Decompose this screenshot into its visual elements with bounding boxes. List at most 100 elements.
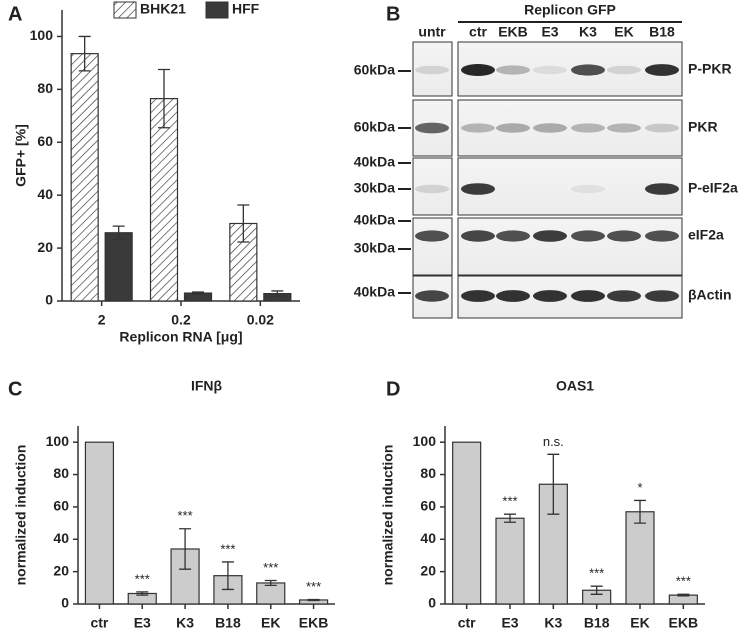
error-bar [504, 513, 516, 523]
y-tick-label: 0 [61, 595, 69, 611]
y-tick-label: 100 [46, 433, 70, 449]
marker-label: 30kDa [354, 180, 395, 196]
x-tick-label: 0.02 [247, 312, 274, 328]
error-bar [271, 290, 284, 297]
error-bar [590, 585, 603, 595]
lane-label: ctr [469, 24, 487, 40]
band [533, 230, 567, 242]
panel-label: B [386, 3, 400, 25]
y-tick-label: 60 [420, 498, 436, 514]
y-tick-label: 40 [37, 186, 53, 202]
blot-panel [412, 41, 453, 97]
band [607, 123, 641, 133]
band [415, 65, 449, 75]
error-bar [307, 598, 320, 602]
blot-panel [457, 275, 683, 319]
group-label: Replicon GFP [524, 2, 616, 18]
y-tick-label: 40 [53, 530, 69, 546]
row-label: eIF2a [688, 227, 724, 243]
blot-panel [457, 99, 683, 157]
significance-label: *** [177, 508, 192, 523]
y-axis-label: GFP+ [%] [13, 124, 29, 187]
x-tick-label: B18 [584, 615, 610, 631]
x-tick-label: 2 [98, 312, 106, 328]
bar [495, 517, 525, 605]
significance-label: *** [306, 579, 321, 594]
band [607, 230, 641, 242]
error-bar [192, 291, 204, 295]
band [496, 290, 530, 302]
bar [84, 441, 115, 605]
band [496, 65, 530, 75]
y-tick-label: 100 [413, 433, 437, 449]
x-tick-label: EK [630, 615, 649, 631]
lane-label: EK [614, 24, 633, 40]
y-tick-label: 0 [428, 595, 436, 611]
marker-label: 60kDa [354, 62, 395, 78]
band [571, 184, 605, 194]
band [461, 123, 495, 133]
band [415, 290, 449, 302]
panel-label: A [8, 3, 22, 25]
band [645, 183, 679, 195]
blot-panel [457, 157, 683, 216]
significance-label: *** [589, 566, 604, 581]
band [571, 290, 605, 302]
legend-swatch [205, 1, 229, 19]
y-axis-label: normalized induction [13, 445, 29, 586]
row-label: P-eIF2a [688, 180, 738, 196]
band [461, 183, 495, 195]
band [571, 123, 605, 133]
y-tick-label: 80 [37, 80, 53, 96]
band [645, 64, 679, 76]
blot-panel [412, 217, 453, 276]
error-bar [237, 204, 250, 243]
x-tick-label: E3 [134, 615, 151, 631]
error-bar [179, 528, 192, 570]
bar [149, 98, 179, 302]
band [415, 122, 449, 134]
row-label: PKR [688, 119, 718, 135]
y-tick-label: 60 [53, 498, 69, 514]
band [496, 230, 530, 242]
x-tick-label: ctr [90, 615, 108, 631]
significance-label: *** [263, 560, 278, 575]
significance-label: * [637, 480, 642, 495]
bar [70, 53, 99, 302]
band [415, 184, 449, 194]
row-label: βActin [688, 287, 732, 303]
panel-label: C [8, 378, 22, 400]
x-tick-label: EK [261, 615, 280, 631]
marker-label: 30kDa [354, 240, 395, 256]
x-tick-label: E3 [501, 615, 518, 631]
blot-panel [412, 157, 453, 216]
band [607, 65, 641, 75]
band [645, 230, 679, 242]
lane-label: EKB [498, 24, 528, 40]
error-bar [634, 499, 646, 524]
marker-label: 40kDa [354, 154, 395, 170]
band [571, 230, 605, 242]
band [533, 123, 567, 133]
marker-label: 60kDa [354, 119, 395, 135]
y-tick-label: 20 [53, 562, 69, 578]
band [533, 290, 567, 302]
band [533, 65, 567, 75]
bar [104, 232, 133, 302]
y-tick-label: 80 [53, 465, 69, 481]
band [645, 123, 679, 133]
band [461, 64, 495, 76]
x-tick-label: EKB [299, 615, 329, 631]
x-tick-label: K3 [176, 615, 194, 631]
y-tick-label: 40 [420, 530, 436, 546]
blot-panel [457, 217, 683, 276]
marker-label: 40kDa [354, 212, 395, 228]
y-tick-label: 0 [45, 292, 53, 308]
x-tick-label: K3 [544, 615, 562, 631]
bar [229, 222, 258, 302]
band [461, 290, 495, 302]
error-bar [677, 593, 690, 597]
lane-label: E3 [541, 24, 558, 40]
error-bar [136, 591, 149, 596]
